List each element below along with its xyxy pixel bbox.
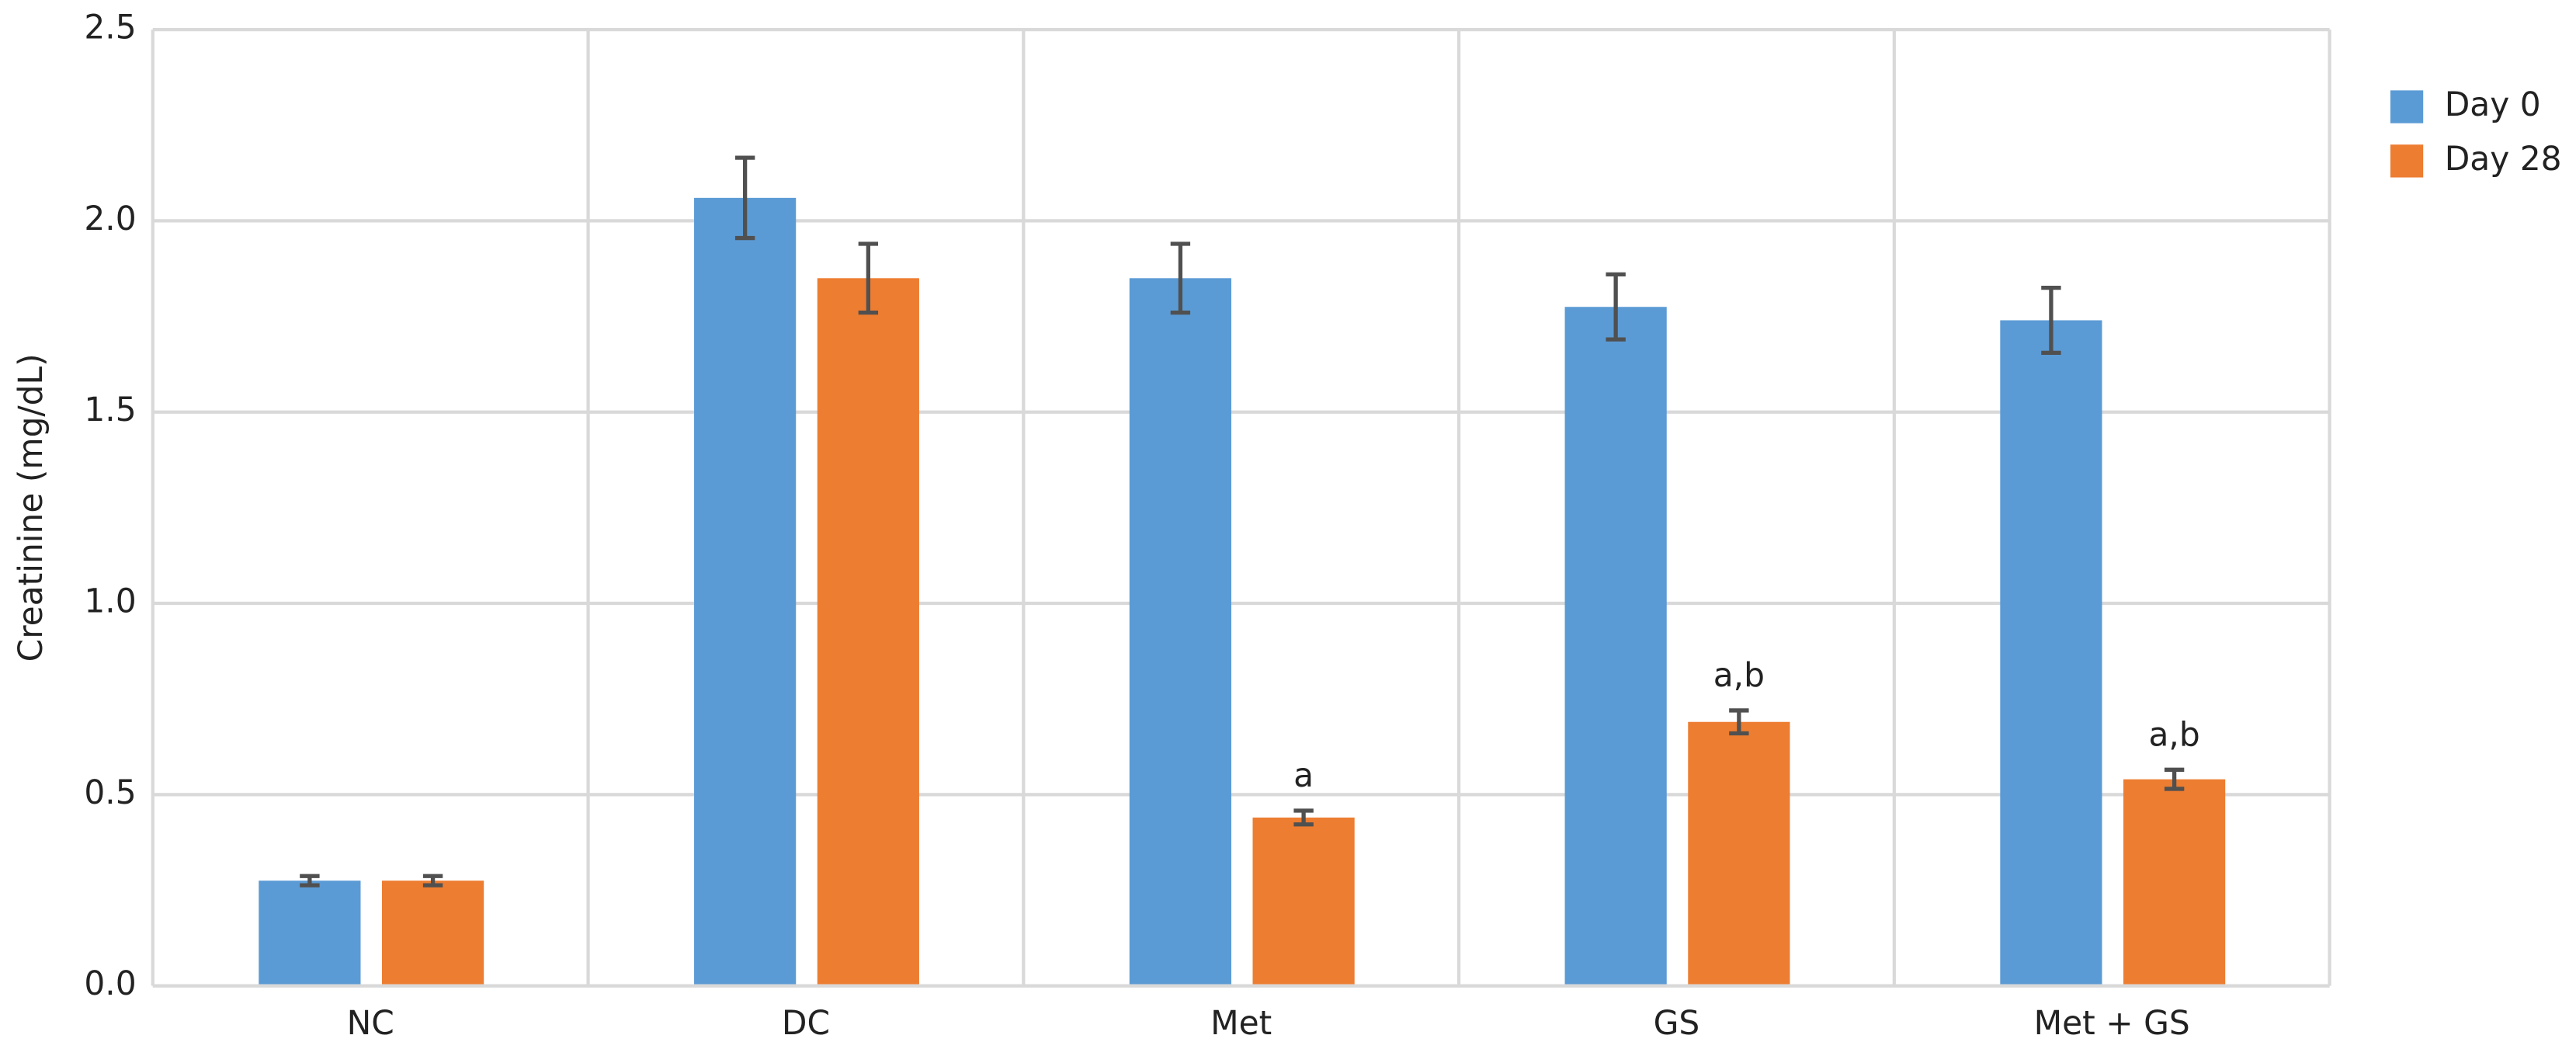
y-tick-label: 2.0 <box>84 200 136 238</box>
legend-swatch <box>2390 144 2424 178</box>
x-tick-label: Met + GS <box>2034 1004 2190 1042</box>
annotation: a,b <box>1713 656 1765 694</box>
bar <box>694 197 797 986</box>
y-tick-label: 1.0 <box>84 582 136 620</box>
bar <box>2123 779 2226 986</box>
error-bar <box>858 241 879 315</box>
error-bar <box>1293 808 1314 827</box>
error-bar <box>300 874 320 888</box>
y-axis-label: Creatinine (mg/dL) <box>12 353 50 662</box>
bar <box>1564 307 1667 986</box>
error-bar <box>1606 272 1626 342</box>
legend-label: Day 0 <box>2445 85 2541 123</box>
y-tick-label: 1.5 <box>84 391 136 429</box>
y-tick-label: 0.0 <box>84 964 136 1002</box>
bar <box>1252 817 1355 986</box>
error-bar <box>2164 767 2185 791</box>
x-tick-label: GS <box>1654 1004 1700 1042</box>
x-tick-label: DC <box>782 1004 830 1042</box>
error-bar <box>734 155 755 241</box>
bar <box>817 278 919 986</box>
bar <box>1688 721 1790 986</box>
bar <box>381 881 484 986</box>
y-tick-label: 0.5 <box>84 773 136 811</box>
bar <box>1129 278 1231 986</box>
bar <box>259 881 361 986</box>
annotation: a,b <box>2148 715 2199 753</box>
error-bar <box>422 874 443 888</box>
legend-swatch <box>2390 90 2424 123</box>
annotation: a <box>1293 756 1314 794</box>
legend-label: Day 28 <box>2445 140 2562 178</box>
x-tick-label: NC <box>347 1004 394 1042</box>
error-bar <box>1170 241 1191 315</box>
x-tick-label: Met <box>1210 1004 1272 1042</box>
y-tick-label: 2.5 <box>84 9 136 47</box>
error-bar <box>1729 708 1749 736</box>
error-bar <box>2041 285 2061 355</box>
bar <box>2000 320 2102 986</box>
